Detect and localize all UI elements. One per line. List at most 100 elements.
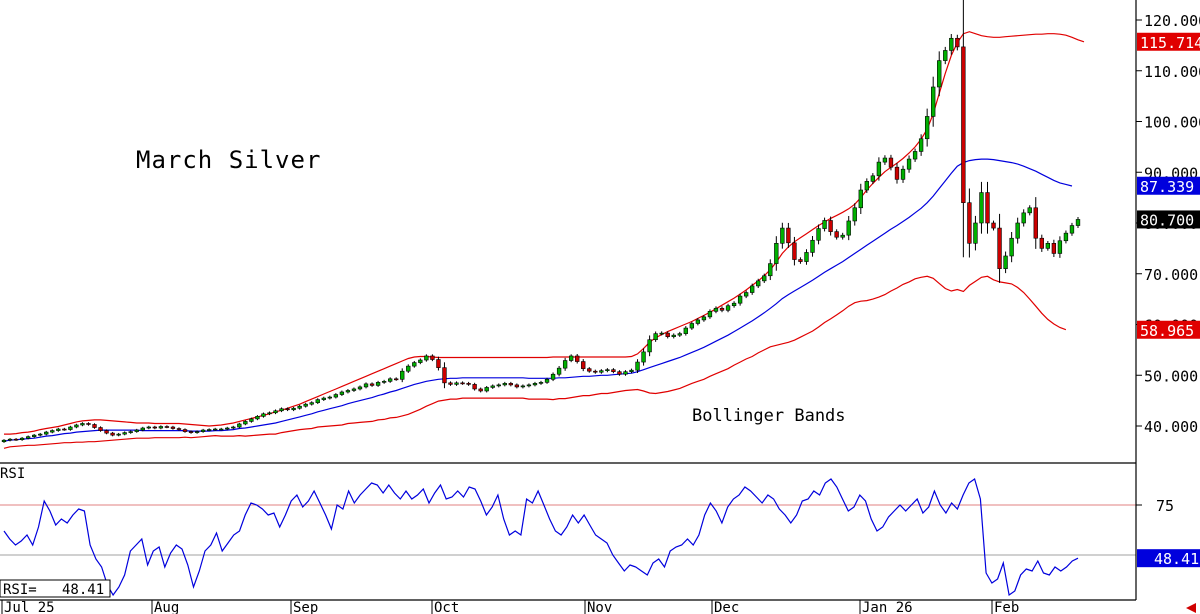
candle xyxy=(7,438,13,442)
price-tick-label: 120.000 xyxy=(1144,12,1200,30)
candle xyxy=(128,430,133,434)
candle xyxy=(562,357,568,371)
candle xyxy=(593,369,598,374)
candle xyxy=(98,426,103,432)
bollinger-bands xyxy=(3,31,1085,449)
candle xyxy=(671,333,676,339)
candle xyxy=(363,382,369,389)
candle xyxy=(375,380,381,387)
candle xyxy=(134,428,139,433)
candle xyxy=(611,368,616,374)
candle xyxy=(931,76,936,127)
date-tick-label: Nov xyxy=(587,600,612,614)
candle xyxy=(1069,222,1075,236)
candle xyxy=(544,377,550,384)
candle xyxy=(249,417,254,423)
candle xyxy=(267,411,272,416)
upper-band-line xyxy=(4,31,1085,435)
candle xyxy=(731,301,737,308)
candle xyxy=(116,432,121,437)
candle xyxy=(798,257,803,264)
rsi-panel-title: RSI xyxy=(0,466,25,482)
candle xyxy=(943,46,948,65)
candle xyxy=(581,359,586,372)
candle xyxy=(979,181,984,234)
price-value-tags: 115.714 87.339 80.700 58.965 xyxy=(1137,32,1200,340)
candle xyxy=(176,427,182,431)
candle xyxy=(756,278,761,289)
candle xyxy=(556,366,562,377)
candle xyxy=(490,384,495,389)
candle xyxy=(86,422,91,426)
candle xyxy=(502,381,507,387)
middle-band-value-tag: 87.339 xyxy=(1140,178,1194,196)
date-tick-label: Dec xyxy=(714,600,739,614)
candle xyxy=(526,383,532,388)
price-panel: 120.000110.000100.00090.00080.00070.0006… xyxy=(1,0,1200,449)
date-axis-ticks: Jul 25 Aug Sep Oct Nov Dec Jan 26 Feb xyxy=(1,600,1019,614)
last-price-value-tag-box xyxy=(1137,210,1200,229)
candle xyxy=(321,396,326,401)
candle xyxy=(237,422,242,429)
candle xyxy=(653,331,658,342)
candle xyxy=(520,384,526,389)
candle xyxy=(677,331,682,337)
candle xyxy=(924,108,930,147)
candle xyxy=(888,154,894,171)
candle xyxy=(424,354,429,362)
candle xyxy=(231,425,236,430)
rsi-line xyxy=(3,478,1079,597)
candle xyxy=(339,390,345,396)
candle xyxy=(213,427,218,431)
lower-band-value-tag-box xyxy=(1137,320,1200,339)
candle xyxy=(538,380,544,385)
candle xyxy=(743,290,749,299)
candle xyxy=(870,173,876,185)
candle xyxy=(719,306,725,313)
candle xyxy=(261,412,266,418)
candle xyxy=(1021,209,1026,227)
candle xyxy=(460,381,465,385)
price-tick-label: 50.000 xyxy=(1144,367,1198,385)
upper-band-value-tag-box xyxy=(1137,32,1200,51)
candle xyxy=(635,359,640,374)
candle xyxy=(31,433,37,438)
candle xyxy=(550,372,556,382)
candle xyxy=(406,364,411,373)
candle xyxy=(647,335,652,357)
candle xyxy=(357,385,363,391)
candle xyxy=(472,382,477,391)
candle xyxy=(1,439,7,443)
candle xyxy=(623,370,628,376)
candle xyxy=(297,404,302,410)
date-tick-label: Oct xyxy=(434,600,459,614)
rsi-value-tag-label: 48.41 xyxy=(1154,550,1199,568)
candle xyxy=(786,222,791,248)
candle xyxy=(737,293,743,306)
date-tick-label: Aug xyxy=(154,600,179,614)
candle xyxy=(701,315,707,322)
candle xyxy=(1015,217,1020,244)
candle xyxy=(62,427,67,431)
date-tick-label: Jul 25 xyxy=(4,600,55,614)
candle xyxy=(351,387,357,392)
scroll-left-arrow-icon[interactable] xyxy=(1186,603,1196,613)
candle xyxy=(997,213,1002,283)
candle xyxy=(291,406,296,412)
candle xyxy=(810,235,815,257)
rsi-value-tag: 48.41 xyxy=(1137,549,1200,568)
candle xyxy=(219,427,224,431)
candle xyxy=(900,165,906,183)
candle xyxy=(315,398,320,405)
candle xyxy=(56,427,61,432)
candle xyxy=(333,393,339,399)
candle xyxy=(568,354,574,363)
middle-band-value-tag-box xyxy=(1137,176,1200,195)
candle xyxy=(774,236,779,271)
candle xyxy=(894,162,900,184)
candle xyxy=(188,430,194,434)
candle xyxy=(430,354,435,362)
candle xyxy=(412,360,417,368)
candle xyxy=(140,426,145,432)
candle xyxy=(285,407,290,412)
